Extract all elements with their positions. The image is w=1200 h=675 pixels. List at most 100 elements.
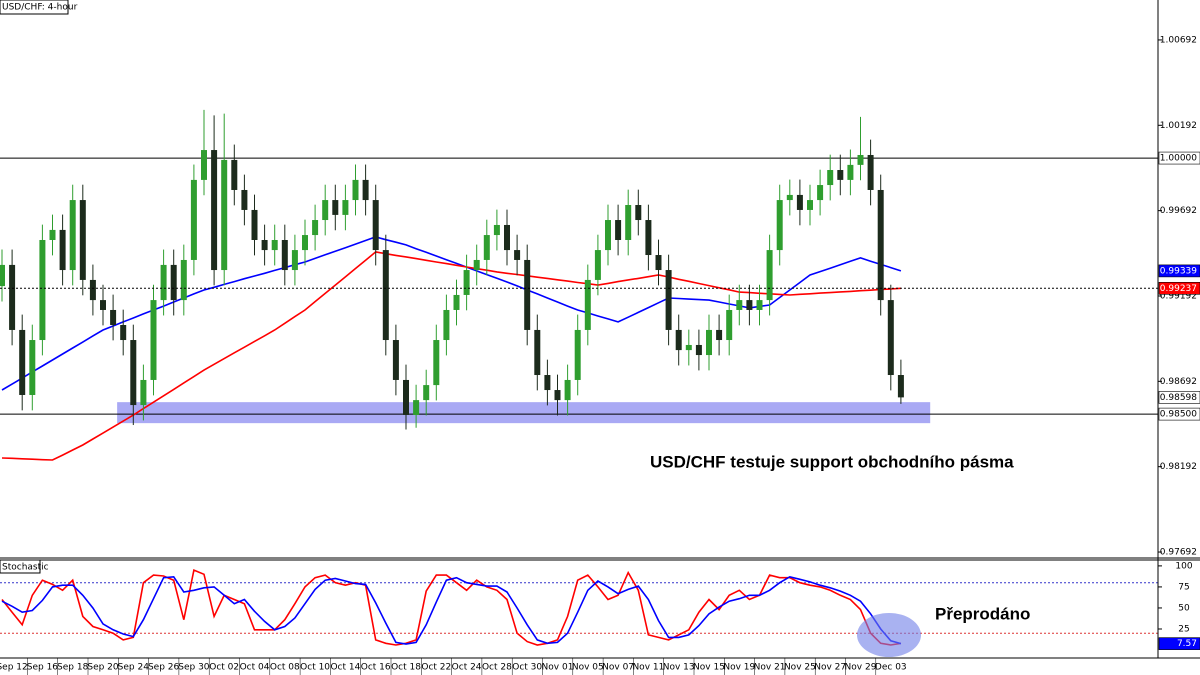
candle-body: [554, 390, 561, 401]
price-tag-label: 0.99237: [1160, 284, 1197, 294]
candle-body: [170, 264, 177, 301]
x-tick-label: Sep 26: [148, 663, 180, 673]
x-tick-label: Oct 04: [240, 663, 270, 673]
candle-body: [392, 340, 399, 380]
candle-body: [534, 329, 541, 376]
candle-body: [291, 250, 298, 271]
x-tick-label: Nov 11: [632, 663, 664, 673]
candle-body: [786, 194, 793, 201]
x-tick-label: Oct 10: [300, 663, 330, 673]
candle-body: [867, 154, 874, 190]
candle-body: [39, 239, 46, 341]
y-tick-label: 0.99692: [1160, 206, 1197, 216]
price-tag-label: 1.00000: [1160, 154, 1197, 164]
y-tick-label: 100: [1175, 561, 1192, 571]
x-tick-label: Oct 14: [330, 663, 360, 673]
candle-body: [261, 239, 268, 251]
candle-body: [0, 264, 5, 287]
x-tick-label: Nov 07: [602, 663, 634, 673]
candle-body: [69, 200, 76, 271]
candle-body: [887, 300, 894, 376]
candle-body: [706, 329, 712, 356]
x-tick-label: Nov 29: [845, 663, 877, 673]
candle-body: [837, 170, 844, 180]
x-tick-label: Nov 21: [754, 663, 786, 673]
y-tick-label: 0.99192: [1160, 291, 1197, 301]
x-tick-label: Sep 30: [178, 663, 210, 673]
price-tag: [1158, 407, 1200, 421]
candle-body: [49, 229, 56, 240]
candle-body: [322, 200, 329, 221]
candle-body: [807, 200, 813, 210]
candle-body: [413, 400, 420, 415]
stochastic-line: [1, 575, 902, 645]
candle-body: [342, 200, 349, 215]
candle-body: [544, 375, 551, 391]
candle-body: [403, 379, 409, 415]
x-tick-label: Nov 19: [723, 663, 755, 673]
x-tick-label: Sep 20: [87, 663, 119, 673]
x-tick-label: Oct 18: [391, 663, 421, 673]
candle-body: [251, 209, 258, 240]
candle-body: [59, 229, 66, 271]
candle-body: [352, 179, 359, 201]
moving-average: [1, 251, 901, 461]
candle-body: [796, 194, 803, 210]
candle-body: [817, 185, 824, 201]
x-tick-label: Oct 08: [270, 663, 300, 673]
x-tick-label: Oct 24: [452, 663, 482, 673]
candle-body: [897, 375, 904, 398]
candle-body: [716, 329, 723, 341]
candle-body: [211, 150, 218, 271]
candle-body: [271, 239, 278, 251]
x-tick-label: Oct 16: [361, 663, 391, 673]
candle-body: [847, 164, 854, 180]
x-tick-label: Oct 22: [421, 663, 451, 673]
y-tick-label: 0.98692: [1160, 377, 1197, 387]
annotation: USD/CHF testuje support obchodního pásma: [650, 452, 1014, 471]
x-tick-label: Nov 13: [663, 663, 695, 673]
y-tick-label: 50: [1178, 603, 1190, 613]
y-tick-label: 25: [1178, 624, 1189, 634]
y-tick-label: 0.98192: [1160, 462, 1197, 472]
plot-layer: 1.00692 1.00192 0.99692 0.99192 0.98692 0.981…: [0, 35, 1200, 675]
candle-body: [423, 385, 430, 401]
x-tick-label: Nov 05: [572, 663, 604, 673]
candle-body: [130, 340, 137, 406]
x-tick-label: Nov 27: [814, 663, 846, 673]
candle-body: [776, 200, 783, 251]
x-tick-label: Nov 15: [693, 663, 725, 673]
candle-body: [201, 150, 207, 180]
candle-body: [504, 224, 510, 251]
candle-body: [827, 170, 834, 186]
candle-body: [625, 205, 632, 240]
candle-body: [19, 329, 26, 395]
candle-body: [746, 300, 753, 310]
candle-body: [190, 179, 197, 260]
title-box: [0, 559, 41, 574]
candle-body: [574, 329, 581, 380]
candle-body: [665, 270, 672, 330]
candle-body: [685, 344, 692, 351]
candle-body: [645, 220, 652, 256]
x-tick-label: Sep 16: [27, 663, 59, 673]
candle-body: [473, 259, 480, 271]
candle-body: [281, 239, 288, 271]
candle-body: [100, 300, 106, 310]
x-tick-label: Dec 03: [875, 663, 907, 673]
candle-body: [594, 250, 601, 280]
candle-body: [756, 300, 763, 310]
candle-body: [453, 294, 460, 310]
candle-body: [605, 220, 611, 251]
candle-body: [231, 159, 238, 190]
candle-body: [695, 344, 702, 356]
candle-body: [302, 235, 308, 251]
x-tick-label: Nov 01: [542, 663, 574, 673]
chart-title: USD/CHF: 4-hour: [2, 3, 78, 13]
candle-body: [140, 379, 147, 406]
price-tag-label: 0.98598: [1160, 393, 1197, 403]
candle-body: [180, 259, 187, 301]
x-tick-label: Sep 18: [57, 663, 89, 673]
